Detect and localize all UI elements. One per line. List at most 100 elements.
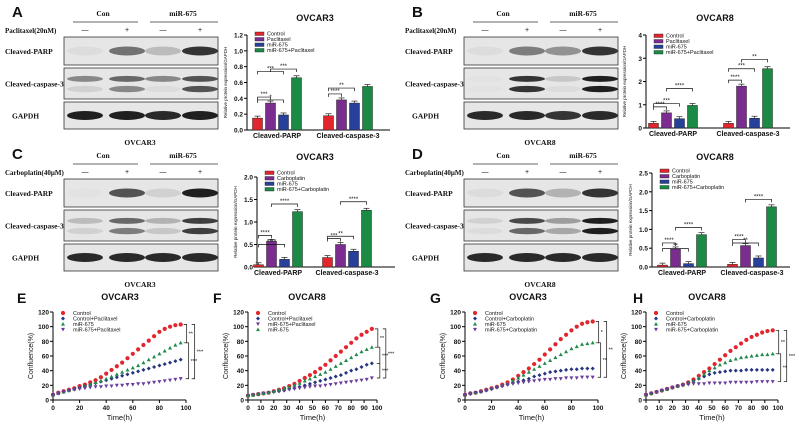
legend-swatch [659, 179, 670, 184]
significance-label: ** [603, 358, 608, 364]
y-tick-label: 60 [42, 354, 50, 361]
bar-control [723, 123, 734, 129]
x-axis-label: Time(h) [300, 413, 326, 422]
data-point-circle [537, 357, 542, 362]
data-point-diamond [354, 367, 359, 372]
significance-label: *** [197, 350, 204, 356]
data-point-triangle-down [146, 381, 151, 386]
data-point-circle [338, 349, 343, 354]
data-point-triangle-up [251, 392, 256, 397]
y-tick-label: 60 [635, 354, 643, 361]
legend-label: Control+Carboplatin [485, 317, 534, 323]
protein-band [509, 188, 545, 198]
x-tick-label: 80 [156, 405, 164, 412]
growth-chart-f: F OVCAR8 0 20 40 60 80 100 120 0 10 20 30 40 50 60 70 80 9… [213, 290, 395, 422]
data-point-diamond [178, 357, 183, 362]
protein-band [467, 253, 503, 262]
y-tick-label: 2.0 [244, 175, 253, 182]
data-point-triangle-down [354, 379, 359, 383]
data-point-triangle-down [130, 383, 135, 387]
data-point-triangle-down [728, 380, 733, 385]
bar-mir [348, 251, 359, 268]
legend-swatch [264, 170, 275, 175]
data-point-triangle-up [136, 363, 141, 368]
legend-label: Control+Paclitaxel [268, 317, 312, 323]
data-point-circle [349, 340, 354, 345]
protein-band [545, 111, 581, 120]
data-point-triangle-down [98, 385, 103, 389]
protein-band [67, 46, 103, 56]
data-point-triangle-up [654, 322, 658, 326]
x-tick-label: 0 [51, 405, 55, 412]
y-tick-label: 0.2 [234, 112, 243, 119]
legend-label: Control+Carboplatin [666, 317, 715, 323]
data-point-triangle-down [66, 388, 71, 393]
y-tick-label: 120 [631, 310, 642, 317]
legend-swatch [264, 187, 275, 192]
data-point-diamond [333, 374, 338, 379]
data-point-triangle-down [478, 390, 483, 394]
data-point-diamond [754, 367, 759, 372]
y-tick-label: 60 [454, 354, 462, 361]
data-point-triangle-down [484, 388, 489, 393]
y-tick-label: 2.0 [639, 189, 648, 196]
significance-bracket [185, 342, 190, 380]
y-tick-label: 2 [638, 79, 642, 86]
data-point-triangle-up [510, 378, 515, 383]
data-point-triangle-down [369, 376, 374, 380]
protein-band [67, 75, 103, 82]
legend-label: Control [672, 169, 690, 175]
y-axis-label: Relative protein expression/GAPDH [233, 186, 238, 258]
significance-bracket [775, 329, 780, 355]
data-point-circle [369, 326, 374, 331]
data-point-triangle-up [744, 354, 749, 359]
data-point-triangle-up [537, 364, 542, 368]
legend-swatch [659, 174, 670, 179]
data-point-triangle-up [526, 370, 531, 374]
data-point-triangle-up [338, 361, 343, 365]
panel-letter: A [12, 4, 23, 21]
blot-panel-d: D Con miR-675 Carboplatin(40μM) — + — + Cleaved-… [405, 146, 619, 289]
data-point-diamond [323, 377, 328, 382]
chart-title: OVCAR3 [296, 152, 334, 162]
x-tick-label: 10 [656, 405, 664, 412]
x-tick-label: 100 [181, 405, 192, 412]
bar-mir [753, 257, 764, 268]
bar-drug [670, 248, 681, 268]
x-tick-label: 50 [708, 405, 716, 412]
chart-title: OVCAR8 [696, 13, 734, 23]
data-point-diamond [590, 366, 595, 371]
blot-row-label: Cleaved-caspase-3 [5, 80, 64, 89]
data-point-triangle-down [590, 375, 595, 380]
protein-band [467, 188, 503, 198]
significance-bracket [328, 93, 342, 97]
data-point-circle [744, 337, 749, 342]
treatment-label: Carboplatin(40μM) [405, 169, 464, 177]
data-point-triangle-up [733, 356, 738, 361]
lane-sign: — [482, 169, 489, 176]
data-point-triangle-down [463, 393, 467, 397]
blot-row-label: Cleaved-PARP [405, 47, 453, 56]
data-point-triangle-down [733, 380, 738, 385]
y-tick-label: 40 [237, 368, 245, 375]
data-point-diamond [765, 367, 770, 372]
legend-label: Control [268, 311, 286, 317]
data-point-triangle-down [256, 322, 260, 326]
x-tick-label: 40 [515, 405, 523, 412]
data-point-diamond [542, 371, 547, 376]
legend-label: Carboplatin [672, 174, 700, 180]
series-mir-675 [644, 351, 775, 397]
significance-label: ** [752, 54, 757, 60]
data-point-triangle-down [489, 387, 494, 391]
significance-label: **** [349, 197, 359, 203]
category-label: Cleaved-PARP [658, 270, 706, 277]
category-label: Cleaved-caspase-3 [315, 270, 378, 277]
y-axis-label: Confluence(%) [28, 333, 35, 379]
y-tick-label: 0 [240, 398, 244, 405]
data-point-triangle-down [152, 380, 157, 385]
data-point-triangle-up [292, 383, 297, 387]
legend-label: miR-675+Carboplatin [672, 185, 724, 191]
data-point-triangle-up [760, 352, 765, 357]
series-mir-675 [51, 340, 183, 397]
data-point-circle [653, 310, 659, 316]
